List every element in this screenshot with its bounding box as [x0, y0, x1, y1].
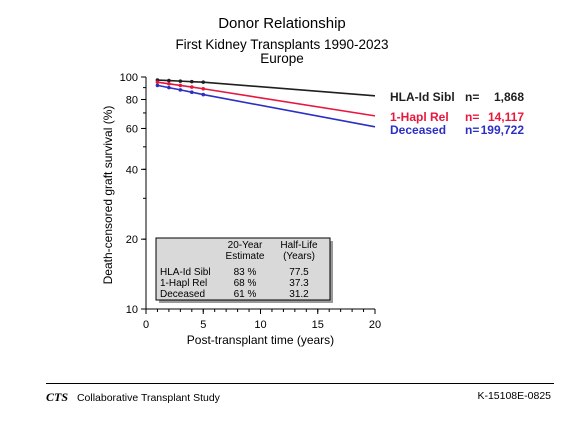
table-row-label: Deceased — [160, 289, 205, 300]
table-row-label: HLA-Id Sibl — [160, 267, 211, 278]
x-tick-label: 5 — [200, 319, 206, 331]
axes: 10 20 40 60 80 100 0 5 10 15 20 Post-transplant tim… — [101, 72, 381, 347]
y-tick-label: 60 — [126, 123, 138, 135]
x-tick-label: 20 — [369, 319, 381, 331]
x-tick-label: 10 — [254, 319, 266, 331]
table-box — [155, 237, 331, 301]
y-tick-label: 100 — [120, 72, 138, 84]
x-tick-label: 0 — [143, 319, 149, 331]
table-col-header-estimate: Estimate — [226, 251, 265, 262]
x-axis-label: Post-transplant time (years) — [187, 333, 334, 347]
series-point — [167, 85, 171, 90]
cts-logo: CTS — [46, 390, 69, 404]
table-row-estimate: 61 % — [234, 289, 257, 300]
legend-series-name: 1-Hapl Rel — [390, 110, 449, 124]
legend: HLA-Id Sibl n= 1,868 1-Hapl Rel n= 14,117 Dece… — [390, 90, 524, 137]
table-col-header-estimate: 20-Year — [228, 240, 263, 251]
table-row-halflife: 31.2 — [289, 289, 309, 300]
chart-subtitle-2: Europe — [260, 51, 304, 66]
series-point — [167, 78, 171, 83]
table-col-header-halflife: (Years) — [283, 251, 315, 262]
legend-n-label: n= — [465, 90, 479, 104]
series-point — [155, 83, 160, 88]
series-point — [190, 90, 194, 94]
legend-n-label: n= — [465, 123, 479, 137]
series-point — [201, 92, 206, 97]
table-row-halflife: 37.3 — [289, 278, 309, 289]
survival-chart: 10 20 40 60 80 100 0 5 10 15 20 Post-transplant tim… — [101, 72, 524, 347]
series-point — [155, 80, 160, 84]
table-row-estimate: 68 % — [234, 278, 257, 289]
y-tick-label: 80 — [126, 94, 138, 106]
series-point — [190, 79, 194, 84]
footer-org: CTS Collaborative Transplant Study — [46, 390, 220, 405]
legend-series-name: HLA-Id Sibl — [390, 90, 455, 104]
series-point — [178, 88, 183, 92]
series-line — [157, 79, 376, 97]
legend-series-name: Deceased — [390, 123, 446, 137]
x-tick-label: 15 — [312, 319, 324, 331]
chart-title: Donor Relationship — [218, 15, 346, 32]
legend-n-value: 14,117 — [488, 110, 524, 124]
chart-subtitle-1: First Kidney Transplants 1990-2023 — [175, 37, 389, 52]
series-point — [178, 79, 183, 83]
y-tick-label: 10 — [126, 304, 138, 316]
legend-n-value: 199,722 — [481, 123, 525, 137]
series-line — [157, 84, 376, 128]
legend-n-value: 1,868 — [494, 90, 524, 104]
series-point — [201, 80, 206, 84]
series-point — [201, 86, 206, 91]
legend-n-label: n= — [465, 110, 479, 124]
series-point — [178, 83, 183, 88]
series-lines — [155, 78, 376, 128]
series-line — [157, 81, 376, 117]
series-point — [167, 81, 171, 86]
y-tick-label: 40 — [126, 164, 138, 176]
footer-divider — [46, 383, 554, 384]
series-point — [190, 85, 194, 89]
table-row-halflife: 77.5 — [289, 267, 309, 278]
table-row-label: 1-Hapl Rel — [160, 278, 207, 289]
table-col-header-halflife: Half-Life — [280, 240, 318, 251]
y-axis-label: Death-censored graft survival (%) — [101, 106, 115, 285]
table-row-estimate: 83 % — [234, 267, 257, 278]
footer-code: K-15108E-0825 — [477, 390, 551, 402]
footer-org-name: Collaborative Transplant Study — [76, 392, 220, 404]
y-tick-label: 20 — [126, 234, 138, 246]
